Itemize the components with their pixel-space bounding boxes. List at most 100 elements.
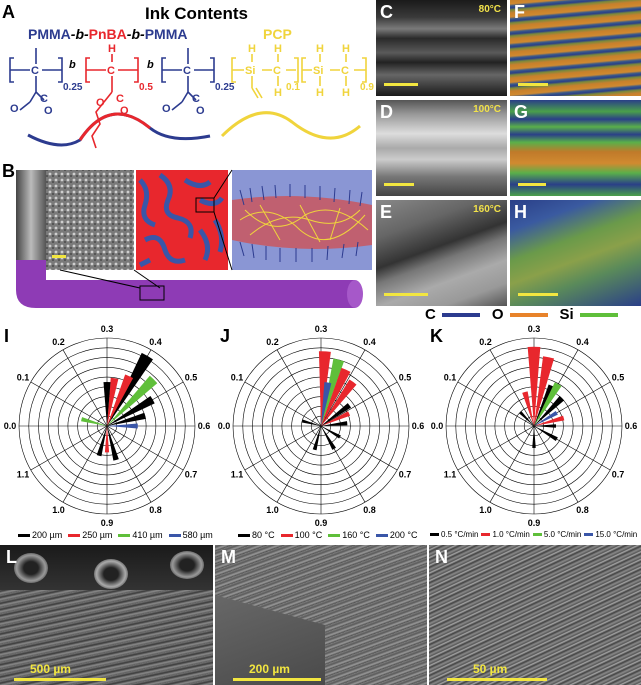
- scale-bar-d: [384, 183, 414, 186]
- polar-tick-label: 0.3: [101, 324, 114, 334]
- sem-panel-n: N 50 µm: [429, 545, 641, 685]
- polar-tick-label: 0.0: [218, 421, 231, 431]
- subscript-05: 0.5: [139, 82, 153, 93]
- svg-text:H: H: [274, 43, 282, 55]
- polar-tick-label: 0.7: [612, 470, 625, 480]
- photo-panel-d: D 100°C: [376, 100, 507, 196]
- scale-bar-f: [518, 83, 548, 86]
- rose-wedge: [321, 403, 352, 426]
- panel-d-label: D: [380, 102, 393, 122]
- element-legend: C O Si: [425, 306, 618, 323]
- polar-tick-label: 0.8: [149, 505, 162, 515]
- svg-text:O: O: [96, 97, 105, 109]
- scale-bar-l: [14, 678, 106, 681]
- polar-tick-label: 0.5: [399, 373, 412, 383]
- legend-k-item-2: 5.0 °C/min: [532, 530, 581, 539]
- rose-wedge: [312, 426, 321, 451]
- legend-j: 80 °C 100 °C 160 °C 200 °C: [238, 530, 418, 540]
- rose-wedge: [519, 411, 534, 426]
- polar-tick-label: 0.6: [625, 421, 638, 431]
- svg-text:O: O: [44, 105, 53, 117]
- polar-plot-i: 0.3 0.4 0.5 0.6 0.7 0.8 0.9 1.0 1.1 0.0 0.1 0.2: [4, 324, 211, 528]
- rose-wedge: [104, 426, 110, 453]
- temp-80-label: 80°C: [478, 4, 501, 15]
- photo-panel-e: E 160°C: [376, 200, 507, 306]
- legend-k-item-3: 15.0 °C/min: [584, 530, 637, 539]
- rose-wedge: [534, 356, 555, 426]
- eds-map-panel-f: F: [510, 0, 641, 96]
- ink-contents-title: Ink Contents: [145, 4, 248, 23]
- panel-h-label: H: [514, 202, 527, 222]
- legend-k-item-1: 1.0 °C/min: [481, 530, 530, 539]
- legend-j-item-0: 80 °C: [238, 530, 275, 540]
- panel-a-label: A: [2, 2, 15, 22]
- legend-k: 0.5 °C/min 1.0 °C/min 5.0 °C/min 15.0 °C…: [430, 530, 637, 539]
- rose-wedge: [534, 424, 556, 428]
- temp-100-label: 100°C: [473, 104, 501, 115]
- polar-tick-label: 0.2: [266, 337, 279, 347]
- polar-tick-label: 1.1: [444, 470, 457, 480]
- polar-tick-label: 1.1: [17, 470, 30, 480]
- legend-c-swatch: [441, 312, 480, 317]
- svg-text:C: C: [107, 65, 115, 77]
- sem-panel-m: M 200 µm: [215, 545, 427, 685]
- sem-l-fiber-bundle-3: [170, 551, 204, 579]
- rose-wedge: [321, 379, 357, 426]
- polar-tick-label: 0.6: [412, 421, 425, 431]
- block-b1: b: [69, 59, 76, 71]
- scale-label-n: 50 µm: [473, 662, 508, 676]
- polar-tick-label: 0.6: [198, 421, 211, 431]
- svg-text:O: O: [120, 105, 129, 117]
- polar-tick-label: 0.8: [576, 505, 589, 515]
- polar-tick-label: 0.3: [315, 324, 328, 334]
- polar-tick-label: 0.9: [315, 518, 328, 528]
- polar-tick-label: 0.1: [231, 373, 244, 383]
- rose-wedge: [107, 426, 119, 461]
- svg-text:C: C: [116, 93, 124, 105]
- rose-wedge: [81, 417, 107, 426]
- svg-text:Si: Si: [245, 65, 255, 77]
- legend-i-item-0: 200 µm: [18, 530, 62, 540]
- polar-plot-j: 0.3 0.4 0.5 0.6 0.7 0.8 0.9 1.0 1.1 0.0 0.1 0.2: [218, 324, 425, 528]
- polar-tick-label: 0.4: [576, 337, 589, 347]
- rose-wedge: [107, 412, 146, 426]
- rose-wedge: [534, 411, 558, 426]
- polar-tick-label: 0.1: [444, 373, 457, 383]
- svg-text:C: C: [183, 65, 191, 77]
- panel-b-label: B: [2, 161, 15, 181]
- rose-wedge: [103, 382, 111, 426]
- svg-text:H: H: [274, 87, 282, 99]
- legend-j-item-1: 100 °C: [280, 530, 322, 540]
- polar-tick-label: 0.1: [17, 373, 30, 383]
- scale-bar-g: [518, 183, 546, 186]
- polar-tick-label: 0.5: [612, 373, 625, 383]
- polar-tick-label: 0.5: [185, 373, 198, 383]
- svg-text:C: C: [31, 65, 39, 77]
- rose-wedge: [534, 395, 565, 426]
- subscript-025a: 0.25: [63, 82, 83, 93]
- sem-l-fiber-bundle-1: [14, 553, 48, 583]
- polar-tick-label: 1.1: [231, 470, 244, 480]
- legend-si-label: Si: [559, 306, 574, 323]
- panel-e-label: E: [380, 202, 393, 222]
- subscript-09: 0.9: [360, 82, 374, 93]
- svg-text:H: H: [342, 43, 350, 55]
- subscript-01: 0.1: [286, 82, 300, 93]
- panel-n-label: N: [435, 547, 448, 567]
- rose-wedge: [321, 426, 341, 439]
- sem-panel-l: L 500 µm: [0, 545, 213, 685]
- legend-i-item-1: 250 µm: [68, 530, 112, 540]
- polar-tick-label: 0.2: [52, 337, 65, 347]
- panel-i-label: I: [4, 326, 10, 346]
- scale-bar-e: [384, 293, 428, 296]
- pnba-label: PnBA: [88, 26, 127, 42]
- rose-wedge: [534, 382, 562, 426]
- rose-wedge: [527, 346, 541, 426]
- rose-wedge: [532, 426, 536, 448]
- eds-map-panel-g: G: [510, 100, 641, 196]
- svg-text:O: O: [162, 103, 171, 115]
- rose-wedge: [107, 375, 158, 426]
- rose-wedge: [107, 423, 138, 429]
- polar-tick-label: 0.9: [528, 518, 541, 528]
- rose-wedge: [301, 419, 321, 426]
